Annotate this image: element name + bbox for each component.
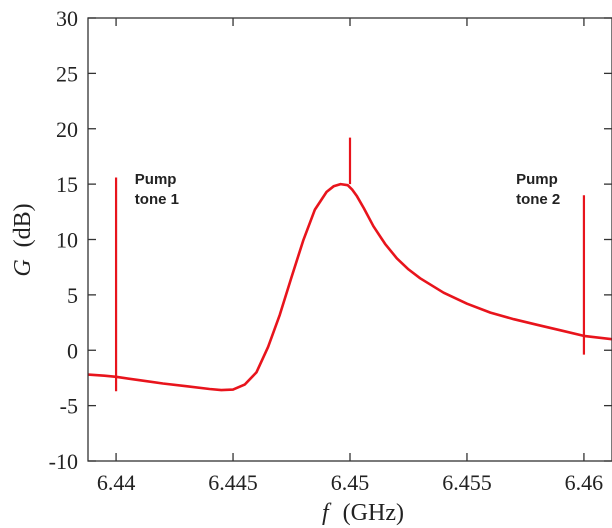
pump-tone-annotation: tone 1 <box>135 191 179 208</box>
y-tick-label: 0 <box>67 338 78 363</box>
y-axis-symbol: G <box>10 259 36 276</box>
y-tick-label: 30 <box>56 6 78 31</box>
x-axis-label: f (GHz) <box>322 500 404 526</box>
annotations: Pump tone 1 Pump tone 2 <box>135 171 560 208</box>
y-tick-label: 20 <box>56 117 78 142</box>
pump-tone-annotation: Pump <box>516 171 558 188</box>
y-axis-unit: (dB) <box>10 203 36 247</box>
x-axis-symbol: f <box>322 500 332 526</box>
x-tick-label: 6.44 <box>97 470 136 495</box>
y-axis-ticks: -10 -5 0 5 10 15 20 25 30 <box>49 6 612 474</box>
y-tick-label: 5 <box>67 283 78 308</box>
pump-tone-annotation: Pump <box>135 171 177 188</box>
x-axis-ticks: 6.44 6.445 6.45 6.455 6.46 <box>97 18 603 495</box>
x-axis-unit: (GHz) <box>343 500 404 526</box>
y-tick-label: -10 <box>49 449 78 474</box>
x-tick-label: 6.445 <box>208 470 258 495</box>
gain-curve <box>87 182 612 392</box>
y-tick-label: 15 <box>56 172 78 197</box>
y-tick-label: -5 <box>60 394 78 419</box>
x-tick-label: 6.45 <box>331 470 370 495</box>
y-axis-label: G (dB) <box>10 203 36 276</box>
plot-frame <box>87 17 612 462</box>
y-tick-label: 10 <box>56 228 78 253</box>
plot-area <box>87 137 612 392</box>
y-tick-label: 25 <box>56 61 78 86</box>
x-tick-label: 6.455 <box>442 470 492 495</box>
pump-tone-annotation: tone 2 <box>516 191 560 208</box>
x-tick-label: 6.46 <box>565 470 604 495</box>
